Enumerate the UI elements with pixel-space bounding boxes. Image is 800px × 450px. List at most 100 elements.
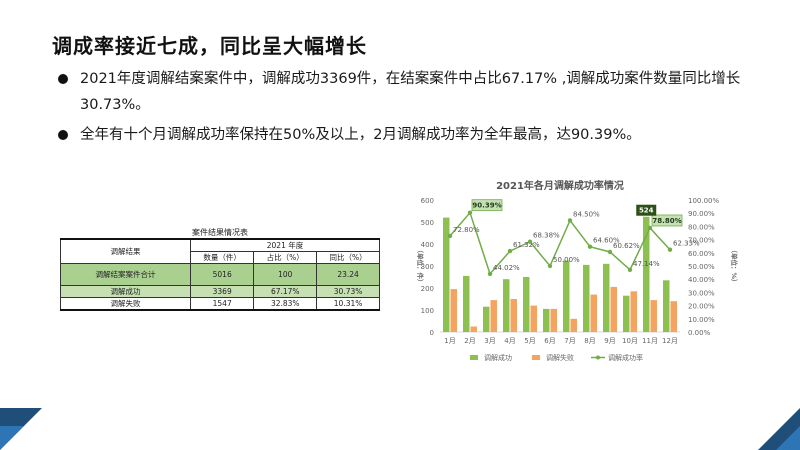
x-tick-label: 1月 [444, 337, 455, 345]
x-tick-label: 12月 [662, 337, 678, 345]
monthly-mediation-chart: 2021年各月调解成功率情况 0 100 200 300 400 500 600 0.00% 10… [405, 170, 750, 445]
rate-point [647, 225, 653, 231]
rate-point [627, 267, 633, 272]
corner-decoration-left [0, 408, 42, 450]
rate-data-label: 90.39% [472, 202, 501, 210]
right-axis-tick-label: 50.00% [688, 263, 715, 271]
bar-fail [470, 326, 477, 332]
x-tick-label: 9月 [604, 337, 615, 345]
table-cell: 3369 [189, 285, 255, 298]
x-tick-label: 5月 [524, 337, 535, 345]
right-axis-tick-label: 40.00% [688, 276, 715, 284]
rate-point [667, 247, 673, 252]
rate-data-label: 44.02% [493, 264, 520, 272]
left-axis-tick-label: 0 [430, 329, 434, 337]
left-axis-tick-label: 400 [421, 241, 434, 249]
bar-success [483, 306, 490, 332]
legend-swatch [532, 355, 540, 360]
rate-data-label: 72.80% [453, 226, 480, 234]
legend-swatch-point [596, 355, 600, 360]
chart-title: 2021年各月调解成功率情况 [496, 179, 624, 192]
rate-point [447, 233, 453, 239]
bullet-item: 全年有十个月调解成功率保持在50%及以上，2月调解成功率为全年最高，达90.39… [58, 122, 758, 148]
bar-fail [450, 289, 457, 332]
table-col-header: 占比（%） [253, 251, 318, 264]
x-tick-label: 10月 [622, 337, 638, 345]
left-axis-label: （单位：件） [416, 247, 425, 286]
bar-success [463, 275, 470, 332]
bar-success [563, 260, 570, 332]
left-axis-tick-label: 300 [421, 263, 434, 271]
corner-decoration-right [758, 408, 800, 450]
table-cell: 67.17% [253, 285, 318, 298]
table-row: 调解失败 1547 32.83% 10.31% [60, 297, 380, 311]
bar-fail [670, 301, 677, 332]
bar-success [543, 308, 550, 332]
legend-label: 调解成功率 [608, 353, 643, 362]
left-axis-tick-label: 600 [421, 197, 434, 205]
bar-success [623, 295, 630, 332]
case-results-table: 调解结果 2021 年度 数量（件） 占比（%） 同比（%） 调解结案案件合计 … [60, 238, 380, 311]
legend-swatch [470, 355, 478, 360]
rate-line [449, 211, 671, 276]
bar-success [663, 280, 670, 332]
rate-highlight-box [651, 214, 683, 227]
bullet-item: 2021年度调解结案案件中，调解成功3369件，在结案案件中占比67.17% ,… [58, 66, 758, 118]
rate-data-label: 50.00% [553, 256, 580, 264]
table-cell: 调解成功 [60, 285, 191, 298]
bar-success [643, 216, 650, 332]
right-axis-tick-label: 20.00% [688, 303, 715, 311]
peak-annotation-label: 524 [639, 207, 654, 215]
rate-data-label: 62.33% [673, 240, 700, 248]
table-cell: 调解失败 [60, 297, 191, 311]
bar-success [443, 217, 450, 332]
legend-label: 调解成功 [484, 353, 512, 362]
bar-fail [590, 294, 597, 332]
table-caption: 案件结果情况表 [192, 228, 248, 237]
right-axis-label: （单位：%） [730, 246, 739, 285]
right-axis-tick-label: 30.00% [688, 289, 715, 297]
legend-label: 调解失败 [546, 353, 574, 362]
x-tick-label: 11月 [642, 337, 658, 345]
left-axis-tick-label: 200 [421, 285, 434, 293]
bar-success [603, 263, 610, 332]
rate-data-label: 78.80% [652, 217, 681, 225]
table-year-header: 2021 年度 [190, 238, 380, 252]
left-axis-tick-label: 500 [421, 219, 434, 227]
bar-fail [610, 286, 617, 332]
bar-fail [490, 300, 497, 332]
right-axis-tick-label: 100.00% [688, 197, 719, 205]
table-cell: 32.83% [253, 297, 318, 311]
table-row-header: 调解结果 [60, 238, 191, 264]
bullet-list: 2021年度调解结案案件中，调解成功3369件，在结案案件中占比67.17% ,… [58, 66, 758, 148]
page-title: 调成率接近七成，同比呈大幅增长 [52, 34, 367, 58]
bar-fail [510, 299, 517, 332]
rate-point [547, 263, 553, 269]
bar-success [583, 264, 590, 332]
left-axis-tick-label: 100 [421, 307, 434, 315]
rate-point [467, 210, 473, 215]
table-cell: 5016 [189, 263, 255, 286]
bullet-dot-icon [58, 130, 68, 140]
bar-fail [650, 300, 657, 332]
bullet-text: 2021年度调解结案案件中，调解成功3369件，在结案案件中占比67.17% ,… [80, 71, 741, 113]
bar-fail [530, 305, 537, 332]
table-cell: 1547 [189, 297, 255, 311]
rate-data-label: 68.38% [533, 232, 560, 240]
x-tick-label: 2月 [464, 337, 475, 345]
x-tick-label: 4月 [504, 337, 515, 345]
table-cell: 10.31% [316, 297, 380, 311]
rate-point [587, 244, 593, 249]
table-row: 调解结案案件合计 5016 100 23.24 [60, 263, 380, 286]
right-axis-tick-label: 80.00% [688, 223, 715, 231]
bar-success [503, 279, 510, 332]
bar-fail [570, 318, 577, 332]
bar-fail [630, 291, 637, 332]
rate-point [507, 248, 513, 254]
x-tick-label: 6月 [544, 337, 555, 345]
right-axis-tick-label: 10.00% [688, 316, 715, 324]
bar-success [523, 277, 530, 332]
table-cell: 100 [253, 263, 318, 286]
rate-point [487, 271, 493, 277]
table-cell: 30.73% [316, 285, 380, 298]
